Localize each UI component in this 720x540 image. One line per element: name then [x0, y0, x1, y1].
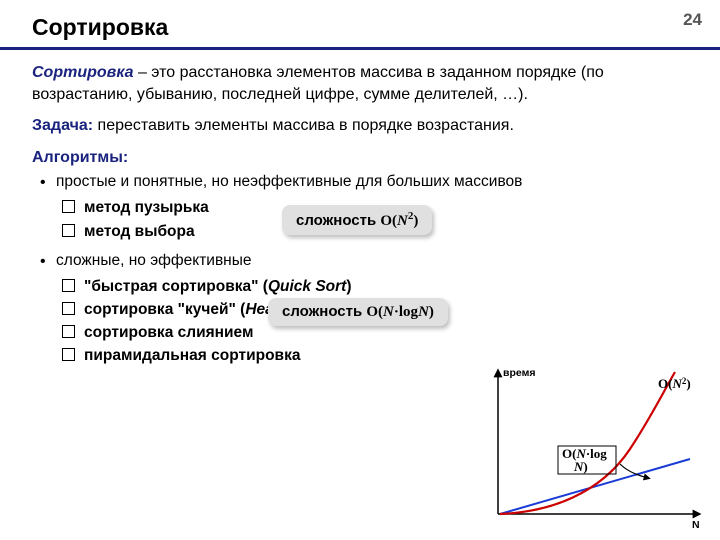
algorithms-heading: Алгоритмы: — [32, 147, 700, 169]
algorithms-label: Алгоритмы: — [32, 149, 128, 166]
blue-curve — [500, 459, 690, 514]
x-axis-label: N — [692, 519, 700, 531]
slide-title: Сортировка — [0, 0, 720, 50]
method-quicksort: "быстрая сортировка" (Quick Sort) — [84, 275, 700, 298]
definition-paragraph: Сортировка – это расстановка элементов м… — [32, 62, 700, 105]
simple-intro: простые и понятные, но неэффективные для… — [56, 173, 522, 190]
task-keyword: Задача: — [32, 117, 93, 134]
task-text: переставить элементы массива в порядке в… — [93, 117, 514, 134]
complexity-badge-n2: сложность O(N2) — [282, 205, 432, 235]
complexity-badge-nlogn: сложность O(N·logN) — [268, 298, 448, 326]
red-curve — [500, 372, 675, 514]
complex-intro: сложные, но эффективные — [56, 252, 252, 269]
task-paragraph: Задача: переставить элементы массива в п… — [32, 115, 700, 137]
blue-curve-label-2: N) — [573, 459, 588, 474]
complexity-chart: время N O(N2) O(N·log N) — [470, 364, 710, 534]
y-axis-label: время — [503, 367, 535, 379]
definition-keyword: Сортировка — [32, 64, 134, 81]
page-number: 24 — [683, 10, 702, 30]
red-curve-label: O(N2) — [658, 376, 691, 391]
algorithm-groups: простые и понятные, но неэффективные для… — [32, 172, 700, 367]
